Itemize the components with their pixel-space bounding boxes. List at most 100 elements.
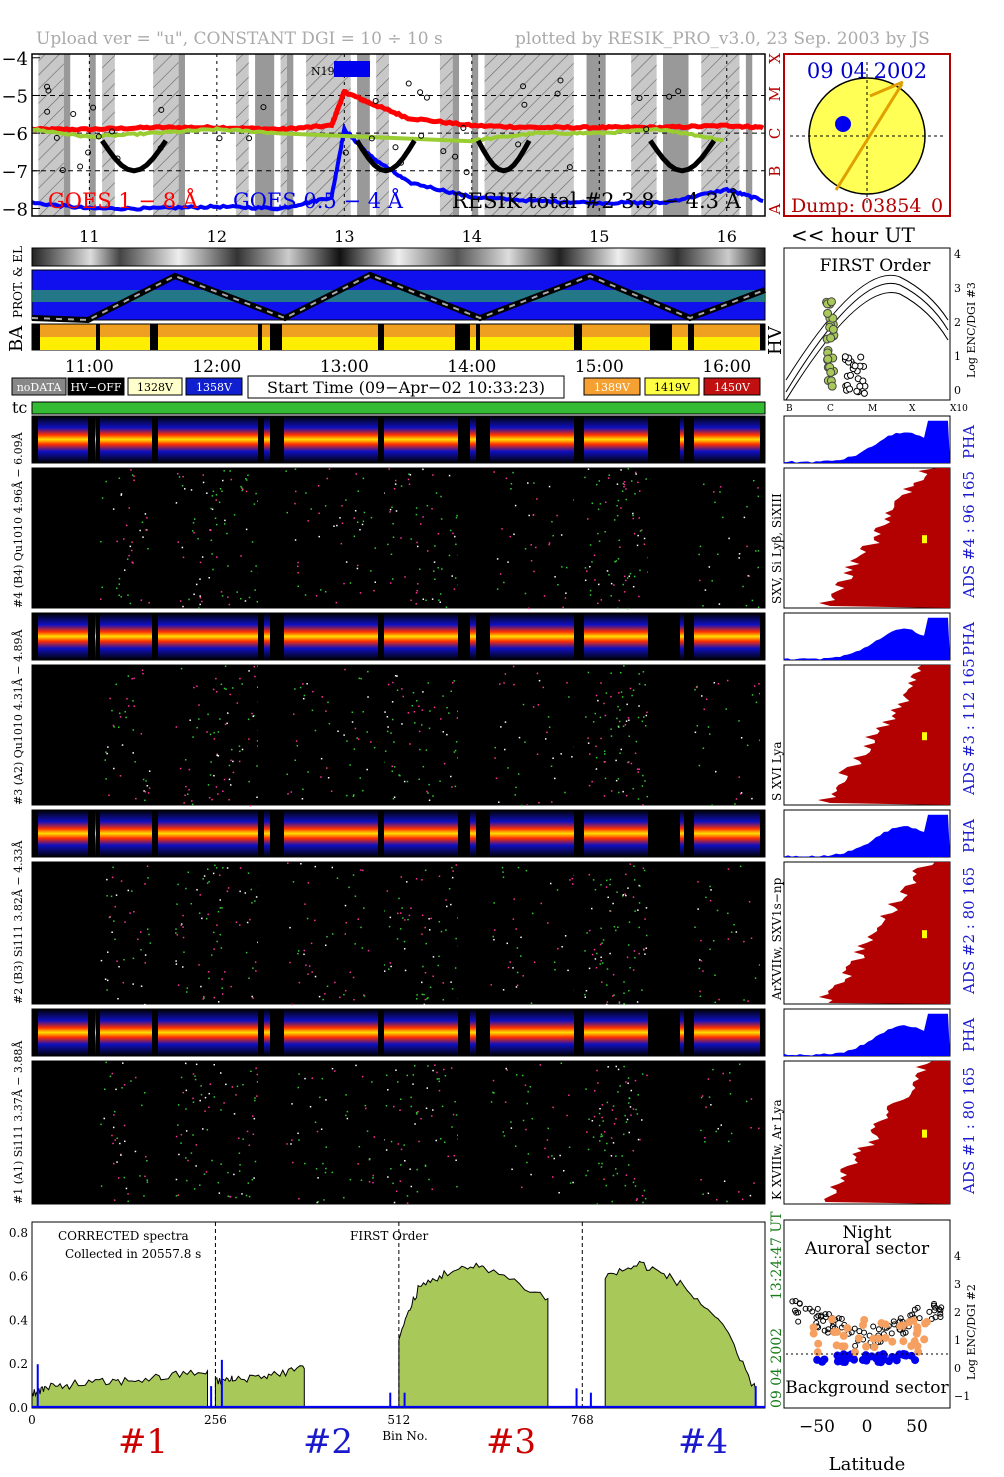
ads-dot bbox=[291, 1139, 293, 1141]
ads-dot bbox=[564, 791, 566, 794]
ads-dot bbox=[702, 970, 704, 972]
ads-dot bbox=[613, 925, 616, 928]
ads-dot bbox=[139, 529, 141, 532]
ads-dot bbox=[245, 479, 248, 481]
ads-dot bbox=[709, 885, 711, 888]
hour-label: 13 bbox=[334, 227, 354, 246]
ads-dot bbox=[516, 947, 519, 949]
ads-dot bbox=[256, 1073, 259, 1076]
ads-dot bbox=[383, 970, 386, 972]
ads-dot bbox=[407, 918, 409, 921]
ads-dot bbox=[146, 784, 149, 787]
ads-dot bbox=[758, 683, 760, 685]
ads-dot bbox=[440, 1138, 442, 1140]
ads-dot bbox=[399, 928, 402, 930]
ads-dot bbox=[201, 556, 204, 558]
ads-dot bbox=[396, 675, 398, 677]
ads-dot bbox=[112, 1142, 114, 1145]
ads-dot bbox=[627, 1102, 630, 1104]
ads-dot bbox=[241, 1193, 243, 1195]
ads-dot bbox=[414, 1065, 416, 1067]
ads-hist-marker bbox=[922, 930, 927, 939]
ads-dot bbox=[336, 877, 339, 879]
ads-dot bbox=[205, 917, 208, 920]
ads-dot bbox=[389, 511, 391, 513]
ads-dot bbox=[493, 938, 495, 941]
ads-dot bbox=[505, 477, 508, 480]
pha-gap bbox=[258, 613, 264, 660]
ads-dot bbox=[297, 585, 299, 588]
ads-dot bbox=[362, 711, 364, 713]
ads-dot bbox=[449, 529, 452, 532]
ads-dot bbox=[454, 1100, 456, 1103]
ads-dot bbox=[111, 1072, 114, 1075]
resik-point bbox=[53, 134, 60, 141]
lat-point bbox=[848, 1329, 855, 1336]
ads-dot bbox=[207, 970, 210, 973]
ads-dot bbox=[544, 1147, 546, 1150]
ads-dot bbox=[636, 768, 639, 770]
ads-dot bbox=[185, 1130, 188, 1132]
ads-gap bbox=[458, 862, 470, 1004]
ads-dot bbox=[409, 743, 411, 745]
ads-dot bbox=[620, 748, 623, 751]
ads-dot bbox=[229, 693, 231, 696]
ads-dot bbox=[133, 705, 135, 707]
ads-dot bbox=[422, 468, 424, 471]
ads-dot bbox=[415, 878, 418, 880]
ads-dot bbox=[454, 967, 457, 969]
pha-gap bbox=[378, 810, 384, 857]
ads-dot bbox=[613, 1123, 616, 1125]
ads-dot bbox=[206, 1129, 209, 1131]
hour-label: 15 bbox=[589, 227, 609, 246]
ads-dot bbox=[291, 1003, 293, 1006]
ads-dot bbox=[718, 603, 721, 605]
ads-dot bbox=[393, 741, 395, 743]
ads-dot bbox=[717, 1127, 719, 1130]
channel-label: #2 (B3) Si111 3.82Å − 4.33Å bbox=[11, 839, 25, 1004]
legend-nodata: noDATA bbox=[17, 381, 63, 394]
ads-dot bbox=[613, 994, 615, 996]
ads-dot bbox=[589, 589, 592, 592]
ads-dot bbox=[309, 1105, 312, 1108]
ads-dot bbox=[113, 1199, 116, 1201]
ads-gap bbox=[88, 1061, 95, 1204]
ads-dot bbox=[307, 520, 309, 522]
ads-dot bbox=[341, 522, 344, 525]
ads-dot bbox=[600, 1135, 602, 1138]
ads-dot bbox=[340, 542, 343, 545]
ads-dot bbox=[191, 530, 194, 532]
ads-dot bbox=[431, 1115, 433, 1117]
ads-dot bbox=[322, 1162, 324, 1165]
ads-dot bbox=[552, 534, 554, 537]
shade-interval bbox=[376, 54, 389, 216]
time-label: 11:00 bbox=[65, 357, 114, 377]
ads-dot bbox=[528, 514, 530, 517]
pha-gap bbox=[458, 1009, 470, 1056]
ads-dot bbox=[416, 1113, 418, 1115]
ads-dot bbox=[638, 683, 641, 685]
ads-gap bbox=[648, 862, 680, 1004]
ads-dot bbox=[320, 757, 323, 760]
ads-dot bbox=[624, 1184, 627, 1187]
ads-dot bbox=[186, 1179, 188, 1182]
ads-dot bbox=[422, 691, 424, 693]
ads-dot bbox=[118, 726, 120, 729]
ads-dot bbox=[708, 1096, 711, 1098]
ads-dot bbox=[613, 584, 615, 586]
ads-dot bbox=[244, 892, 247, 894]
ads-dot bbox=[286, 773, 288, 776]
ads-dot bbox=[334, 981, 336, 984]
ads-dot bbox=[199, 578, 201, 580]
ads-dot bbox=[538, 801, 540, 804]
pha-gap bbox=[476, 613, 490, 660]
ads-dot bbox=[213, 931, 215, 934]
lat-title-1: Night bbox=[843, 1223, 892, 1243]
ads-dot bbox=[751, 694, 754, 696]
ads-dot bbox=[634, 471, 637, 474]
ads-dot bbox=[395, 1190, 398, 1193]
ads-dot bbox=[443, 1068, 445, 1071]
ads-dot bbox=[221, 987, 224, 989]
ads-dot bbox=[617, 499, 620, 502]
